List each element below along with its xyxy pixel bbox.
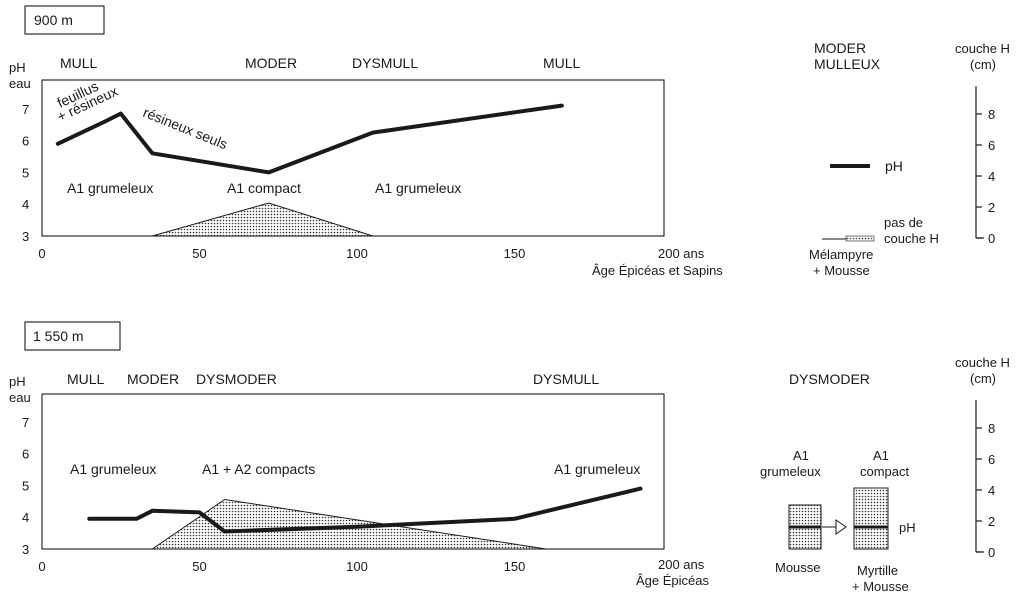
legend-vegetation-line1: Mélampyre	[809, 247, 873, 262]
humus-type-2: MODER	[245, 55, 297, 71]
h-axis: 0 2 4 6 8	[975, 400, 995, 560]
y-axis-label-line1: pH	[9, 374, 26, 389]
x-tick-label: 50	[192, 246, 206, 261]
chart-900m: 900 m pH eau MULL MODER DYSMULL MULL feu…	[9, 5, 1010, 278]
y-tick-label: 5	[22, 478, 29, 493]
y-tick-label: 4	[22, 197, 29, 212]
h-axis-title-line2: (cm)	[970, 371, 996, 386]
h-axis: 0 2 4 6 8	[975, 86, 995, 246]
h-axis-tick-label: 4	[988, 169, 995, 184]
h-axis-tick-label: 4	[988, 483, 995, 498]
h-axis-tick-label: 0	[988, 231, 995, 246]
y-tick-label: 6	[22, 447, 29, 462]
y-tick-label: 3	[22, 229, 29, 244]
legend-humus: DYSMODER	[789, 371, 870, 387]
chart-title: 900 m	[34, 12, 73, 28]
legend-no-h-layer-line1: pas de	[884, 215, 923, 230]
x-axis-label: Âge Épicéas	[636, 573, 709, 588]
legend-humus-line2: MULLEUX	[814, 56, 881, 72]
x-end-label: 200 ans	[658, 557, 705, 572]
humus-type-1: MULL	[60, 55, 98, 71]
humus-type-4: MULL	[543, 55, 581, 71]
legend-vegetation-line2: + Mousse	[813, 263, 870, 278]
humus-type-2: MODER	[127, 371, 179, 387]
horizon-label-3: A1 grumeleux	[554, 461, 640, 477]
y-tick-label: 3	[22, 542, 29, 557]
x-tick-label: 0	[38, 559, 45, 574]
horizon-label-2: A1 compact	[227, 180, 301, 196]
legend-right-column	[853, 487, 889, 550]
h-axis-title-line1: couche H	[955, 355, 1010, 370]
y-tick-label: 7	[22, 415, 29, 430]
ph-series-line	[55, 103, 564, 175]
legend-left-vegetation: Mousse	[775, 560, 821, 575]
y-axis-label-line2: eau	[9, 390, 31, 405]
legend-humus-line1: MODER	[814, 40, 866, 56]
h-axis-tick-label: 6	[988, 452, 995, 467]
x-tick-label: 150	[504, 246, 526, 261]
humus-type-1: MULL	[67, 371, 105, 387]
altitude-box	[24, 5, 105, 35]
annotation-resineux-seuls: résineux seuls	[141, 104, 230, 152]
legend-right-vegetation-line2: + Mousse	[852, 579, 909, 594]
y-tick-label: 5	[22, 165, 29, 180]
h-axis-tick-label: 2	[988, 200, 995, 215]
h-axis-tick-label: 8	[988, 107, 995, 122]
legend-ph-label: pH	[885, 158, 903, 174]
y-ticks: 3 4 5 6 7	[22, 415, 29, 557]
legend-no-h-layer-band	[845, 235, 875, 242]
y-tick-label: 6	[22, 134, 29, 149]
legend-right-col-line1: A1	[873, 448, 889, 463]
legend-ph-label: pH	[899, 520, 916, 535]
h-axis-title-line1: couche H	[955, 41, 1010, 56]
x-tick-label: 100	[346, 246, 368, 261]
y-ticks: 3 4 5 6 7	[22, 102, 29, 244]
chart-1550m: 1 550 m pH eau MULL MODER DYSMODER DYSMU…	[9, 321, 1010, 594]
legend-right-col-line2: compact	[860, 464, 910, 479]
horizon-label-1: A1 grumeleux	[67, 180, 153, 196]
x-tick-label: 150	[504, 559, 526, 574]
y-tick-label: 4	[22, 510, 29, 525]
h-axis-tick-label: 2	[988, 514, 995, 529]
h-axis-tick-label: 8	[988, 421, 995, 436]
y-axis-label-line1: pH	[9, 60, 26, 75]
h-axis-title-line2: (cm)	[970, 57, 996, 72]
humus-type-4: DYSMULL	[533, 371, 599, 387]
horizon-label-2: A1 + A2 compacts	[202, 461, 315, 477]
x-tick-label: 0	[38, 246, 45, 261]
y-tick-label: 7	[22, 102, 29, 117]
x-axis-label: Âge Épicéas et Sapins	[592, 263, 723, 278]
horizon-label-1: A1 grumeleux	[70, 461, 156, 477]
ph-series-line	[87, 486, 643, 534]
chart-title: 1 550 m	[33, 328, 84, 344]
h-layer-area	[150, 498, 547, 550]
legend-arrow-head	[835, 519, 847, 535]
altitude-box	[24, 321, 121, 351]
x-end-label: 200 ans	[658, 246, 705, 261]
humus-type-3: DYSMODER	[196, 371, 277, 387]
legend-left-col-line1: A1	[793, 448, 809, 463]
legend-no-h-layer-line2: couche H	[884, 231, 939, 246]
legend-right-vegetation-line1: Myrtille	[857, 563, 898, 578]
horizon-label-3: A1 grumeleux	[375, 180, 461, 196]
x-ticks: 0 50 100 150	[38, 559, 525, 574]
x-tick-label: 50	[192, 559, 206, 574]
h-axis-tick-label: 6	[988, 138, 995, 153]
h-axis-tick-label: 0	[988, 545, 995, 560]
x-ticks: 0 50 100 150	[38, 246, 525, 261]
h-layer-area	[152, 202, 373, 237]
y-axis-label-line2: eau	[9, 76, 31, 91]
legend-left-col-line2: grumeleux	[760, 464, 821, 479]
humus-type-3: DYSMULL	[352, 55, 418, 71]
plot-frame	[41, 79, 665, 237]
x-tick-label: 100	[346, 559, 368, 574]
